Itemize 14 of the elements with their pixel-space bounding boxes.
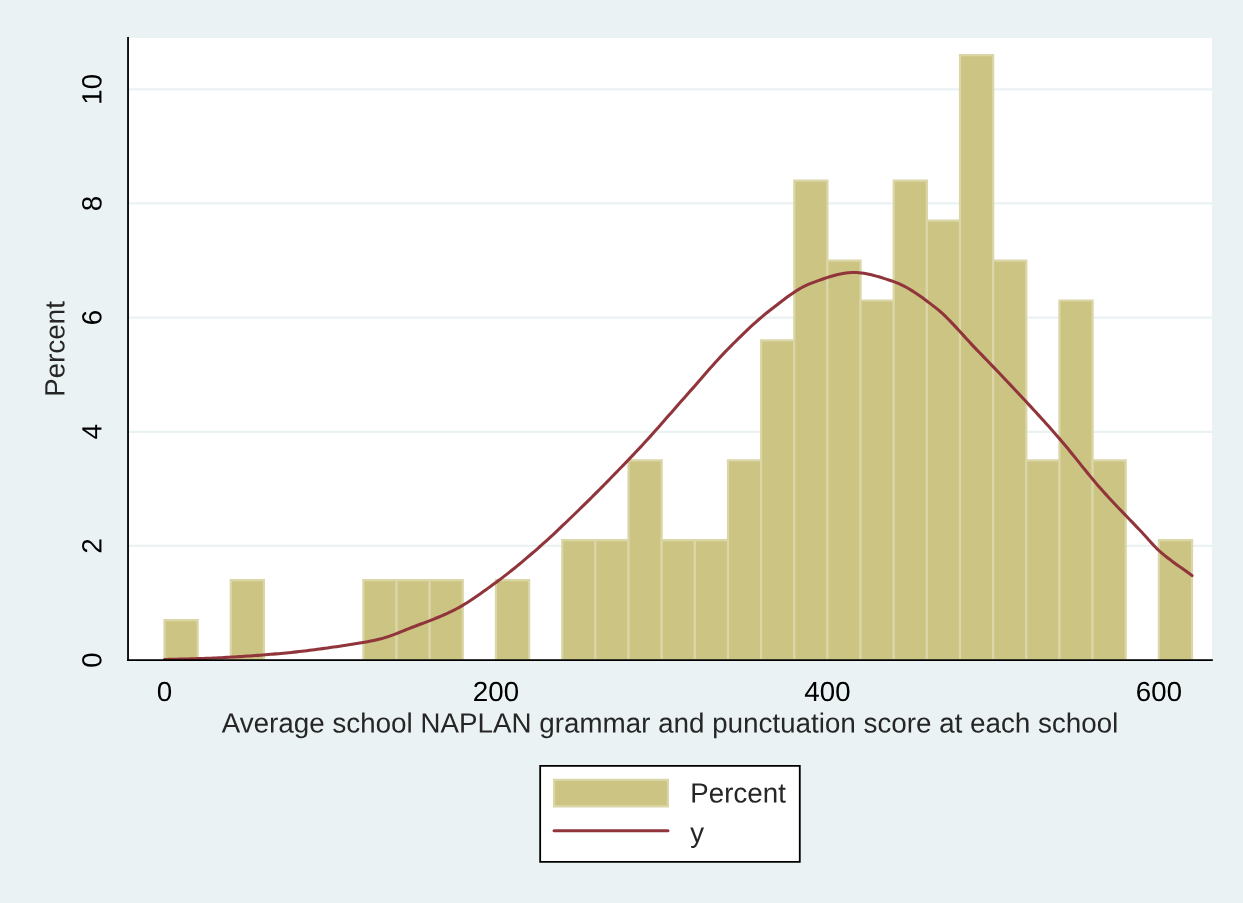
x-tick-label: 200 <box>474 681 519 702</box>
y-tick-label: 0 <box>82 653 102 667</box>
legend-label: y <box>690 827 705 848</box>
x-axis-title: Average school NAPLAN grammar and punctuation score at each school <box>221 712 1117 739</box>
y-tick-label: 4 <box>82 424 102 439</box>
legend-label: Percent <box>692 783 786 803</box>
y-tick-label: 10 <box>82 74 102 103</box>
y-axis-title: Percent <box>45 301 65 395</box>
x-tick-label: 600 <box>1137 681 1181 702</box>
y-tick-label: 2 <box>82 539 102 553</box>
x-tick-label: 400 <box>804 681 850 702</box>
x-tick-label: 0 <box>157 681 172 702</box>
y-tick-label: 6 <box>82 311 102 324</box>
y-tick-label: 8 <box>82 196 102 210</box>
